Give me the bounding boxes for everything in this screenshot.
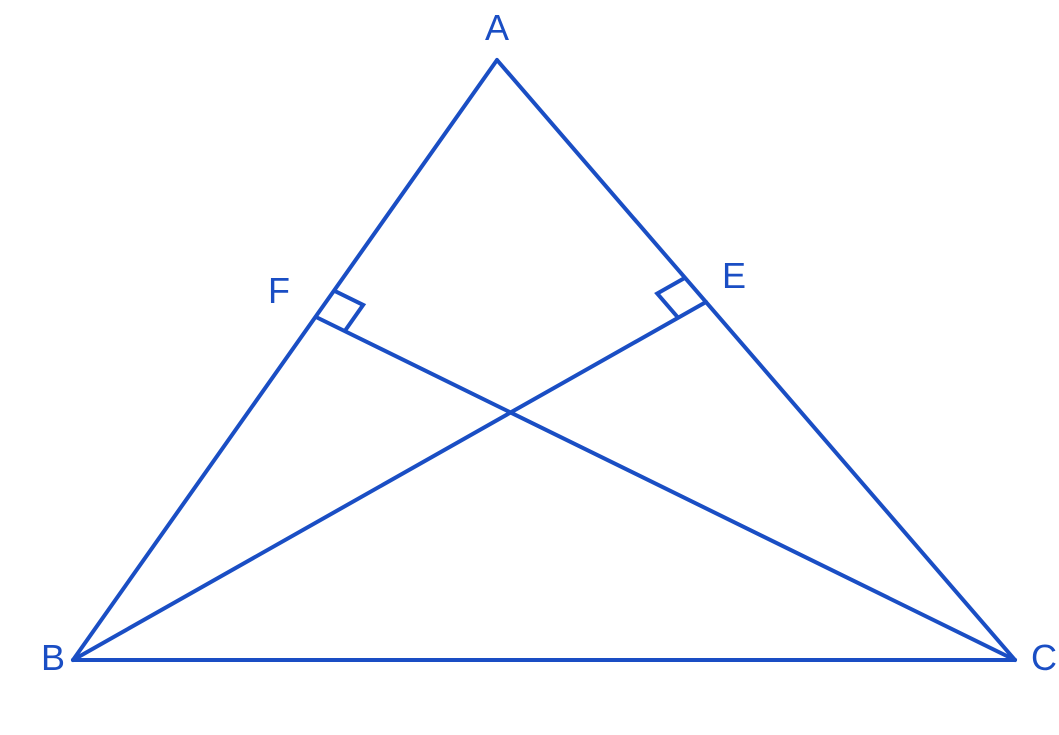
label-E: E (722, 255, 746, 296)
labels-layer: A B C E F (41, 7, 1057, 678)
segment-B-E (73, 302, 706, 660)
label-A: A (485, 7, 509, 48)
right-angle-E (657, 278, 685, 318)
label-F: F (268, 270, 290, 311)
segments-layer (73, 60, 1015, 660)
right-angle-F (334, 291, 363, 331)
triangle-diagram: A B C E F (0, 0, 1059, 735)
segment-A-B (73, 60, 497, 660)
segment-C-F (316, 317, 1015, 660)
segment-A-C (497, 60, 1015, 660)
right-angles-layer (334, 278, 685, 331)
label-C: C (1031, 637, 1057, 678)
label-B: B (41, 637, 65, 678)
